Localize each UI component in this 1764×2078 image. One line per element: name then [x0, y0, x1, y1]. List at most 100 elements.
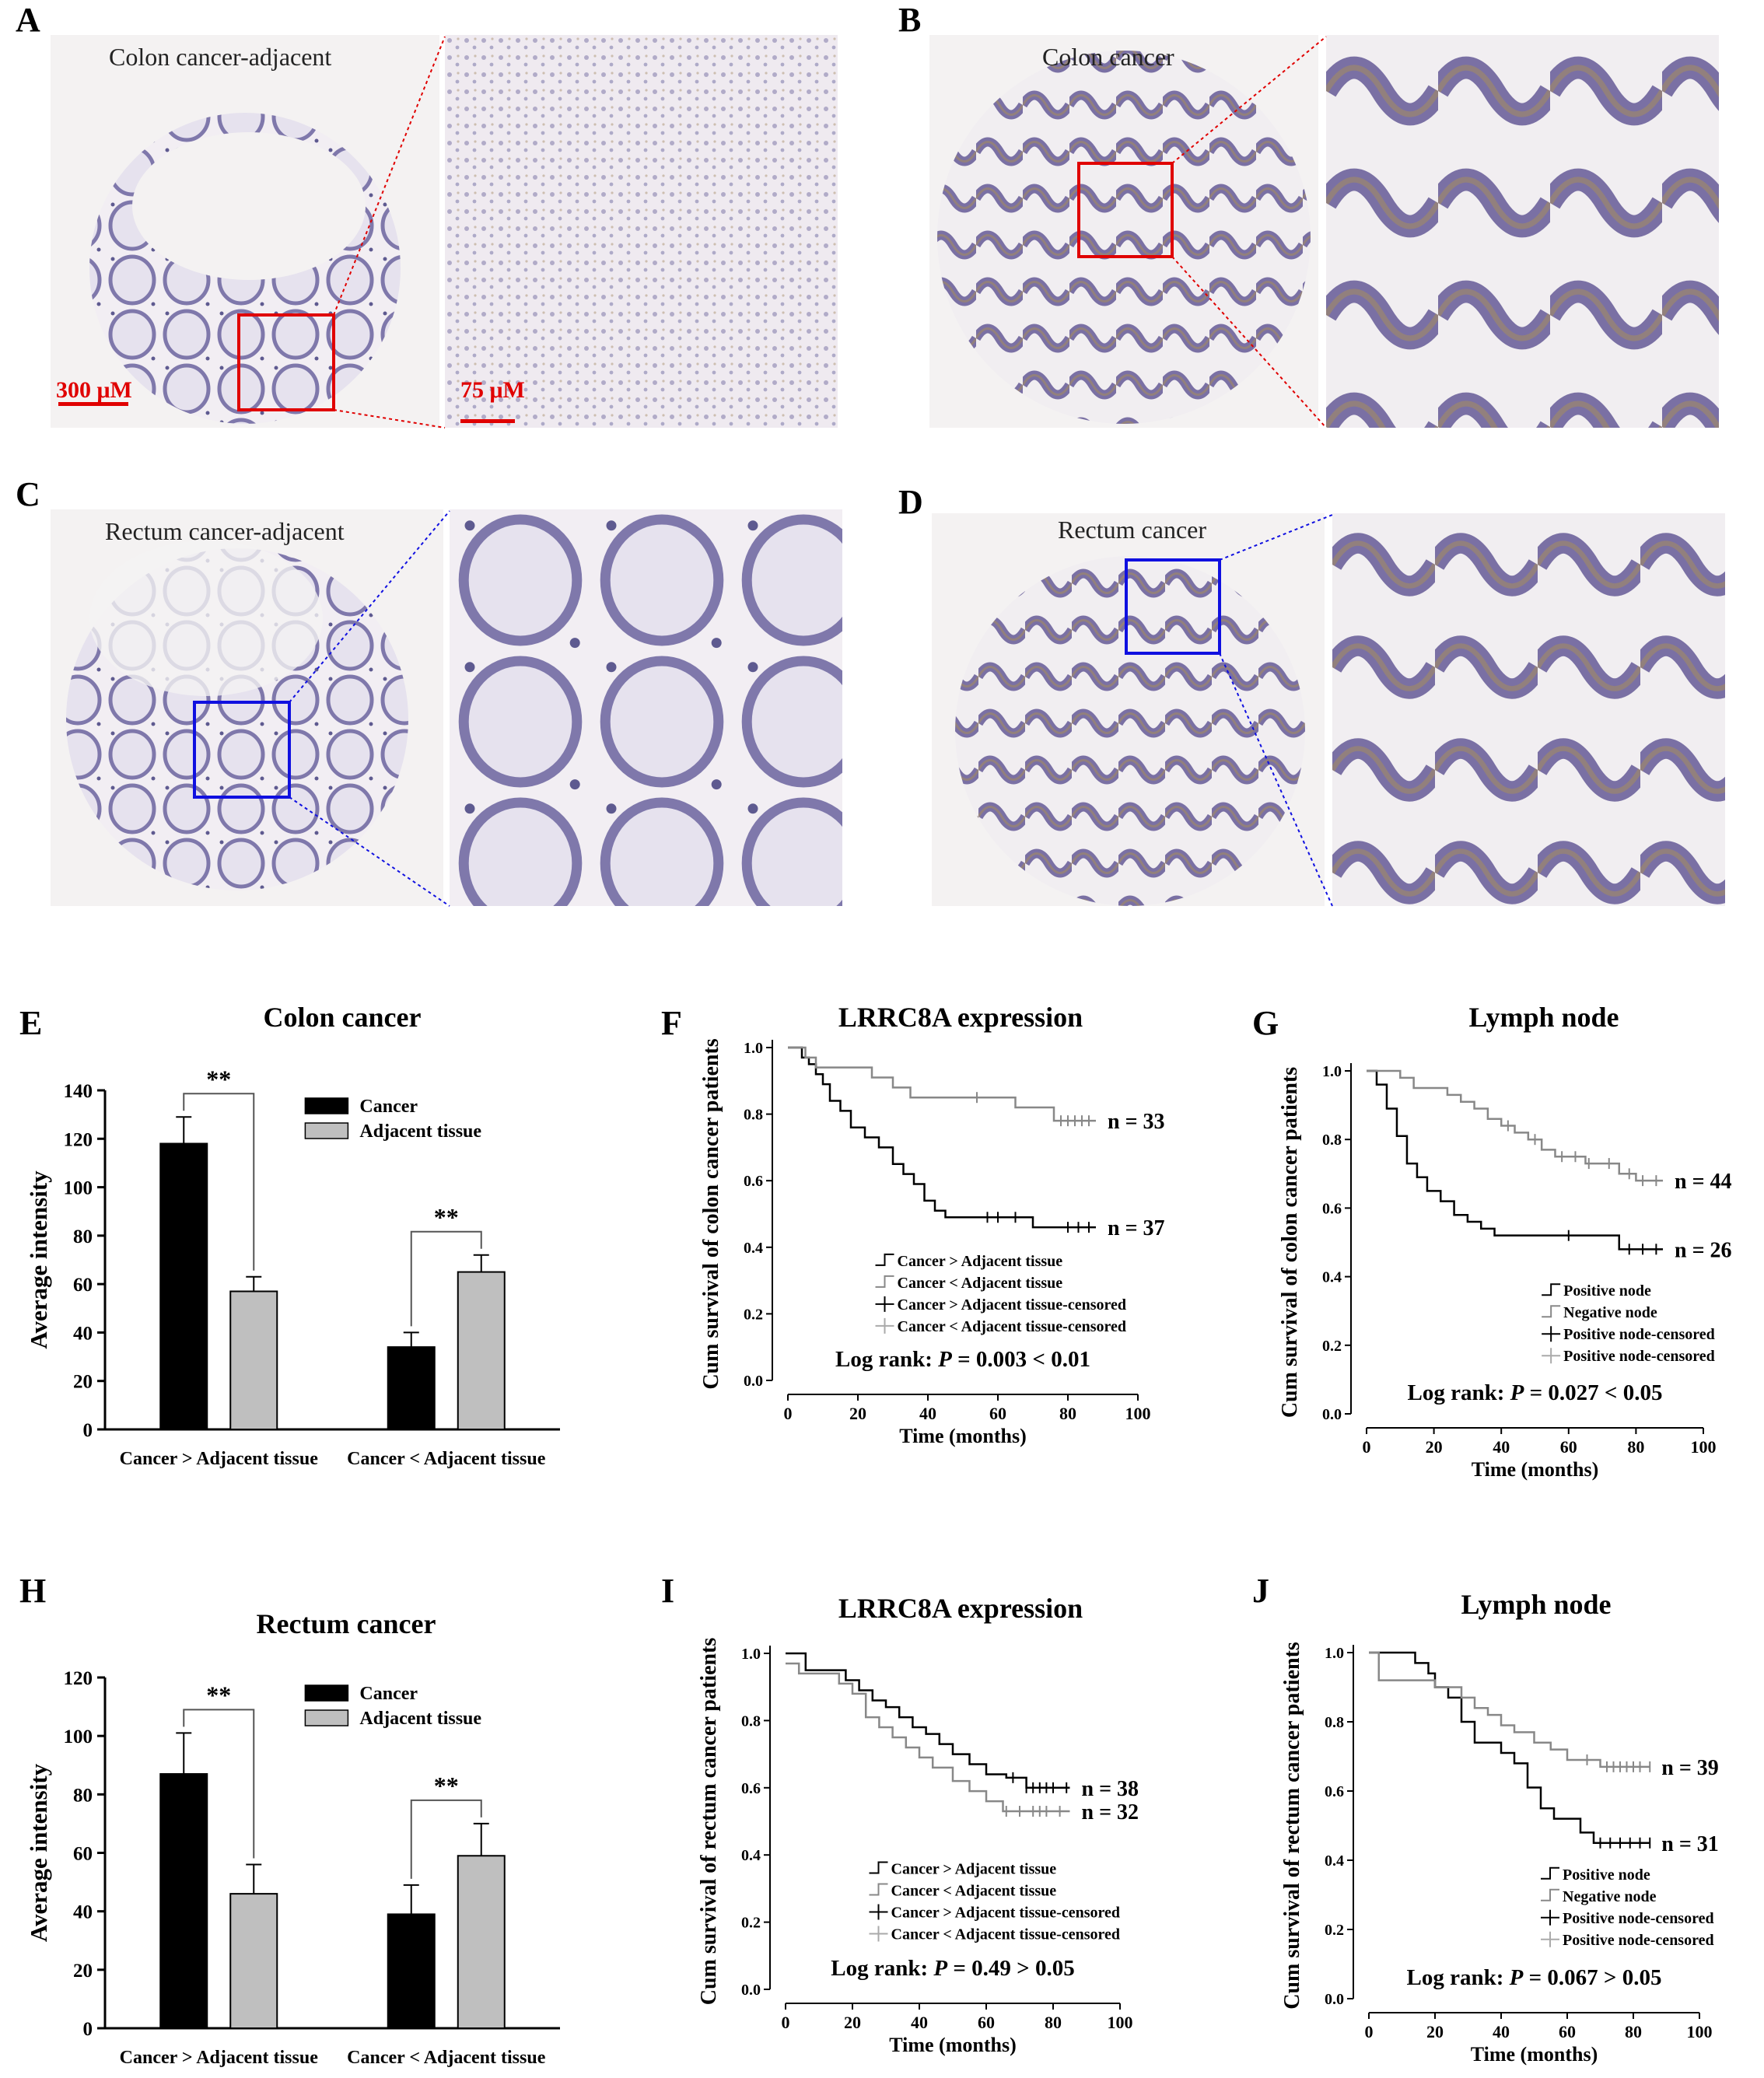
x-tick-label: 60 — [978, 2013, 995, 2032]
panel-label-h: H — [19, 1572, 46, 1610]
y-tick-label: 0.2 — [1325, 1922, 1344, 1939]
chart-i: I LRRC8A expression 0.0 0.2 0.4 0.6 0.8 1.0 0 20 4… — [661, 1572, 1139, 2056]
survival-curve — [788, 1046, 1096, 1122]
zoom-box-c — [193, 701, 291, 799]
bar — [229, 1290, 278, 1430]
chart-title: LRRC8A expression — [838, 1002, 1083, 1033]
scale-bar-a-zoom — [460, 419, 515, 423]
zoom-box-d — [1125, 558, 1221, 655]
bar — [159, 1142, 208, 1430]
chart-f: F LRRC8A expression 0.0 0.2 0.4 0.6 0.8 1.0 0 20 4… — [661, 1002, 1165, 1447]
legend-label: Cancer < Adjacent tissue-censored — [891, 1926, 1121, 1943]
legend-censor-swatch — [869, 1904, 888, 1920]
x-tick-label: 20 — [844, 2013, 861, 2032]
n-label: n = 31 — [1661, 1832, 1719, 1856]
x-tick-label: 40 — [919, 1404, 936, 1423]
y-tick-label: 0.8 — [744, 1107, 763, 1124]
panel-label-g: G — [1252, 1004, 1279, 1042]
significance-bracket — [183, 1709, 255, 1859]
y-tick-label: 0.4 — [744, 1240, 763, 1257]
significance-mark: ** — [434, 1203, 459, 1231]
legend-censor-swatch — [1541, 1909, 1559, 1926]
y-axis-label: Average intensity — [25, 1170, 52, 1349]
legend-label: Cancer > Adjacent tissue-censored — [891, 1904, 1121, 1921]
legend-label: Positive node — [1563, 1282, 1651, 1300]
log-rank-annotation: Log rank: P = 0.49 > 0.05 — [831, 1956, 1074, 1981]
legend-line-swatch — [869, 1861, 888, 1874]
x-tick-label: 0 — [1365, 2022, 1374, 2041]
x-tick-label: 80 — [1627, 1437, 1644, 1457]
chart-g: G Lymph node 0.0 0.2 0.4 0.6 0.8 1.0 0 20 40 60 80 10… — [1252, 1002, 1732, 1481]
x-tick-label: 60 — [989, 1404, 1006, 1423]
bar — [159, 1773, 208, 2029]
legend-label: Cancer < Adjacent tissue-censored — [898, 1318, 1127, 1335]
chart-e: E Colon cancer 0 20 40 60 80 100 120 140 Average i… — [19, 1002, 560, 1469]
y-tick-label: 0.2 — [744, 1306, 763, 1323]
n-label: n = 33 — [1108, 1110, 1165, 1134]
legend-label: Positive node-censored — [1563, 1326, 1715, 1343]
x-tick-label: 80 — [1625, 2022, 1642, 2041]
micrograph-c-zoom — [450, 509, 842, 906]
legend-label: Positive node-censored — [1563, 1348, 1715, 1365]
scale-label-a-main: 300 μM — [56, 377, 132, 403]
legend-swatch — [304, 1097, 349, 1114]
bar — [457, 1855, 506, 2029]
y-tick-label: 100 — [64, 1726, 93, 1747]
log-rank-annotation: Log rank: P = 0.027 < 0.05 — [1408, 1380, 1663, 1405]
y-tick-label: 100 — [64, 1178, 93, 1199]
scale-label-a-zoom: 75 μM — [460, 377, 525, 403]
panel-a-title: Colon cancer-adjacent — [109, 43, 332, 71]
legend-label: Cancer — [359, 1097, 418, 1117]
legend-label: Cancer > Adjacent tissue-censored — [898, 1296, 1127, 1314]
legend-label: Positive node-censored — [1563, 1932, 1714, 1949]
y-axis-label: Cum survival of rectum cancer patients — [697, 1638, 721, 2006]
x-tick-label: 40 — [1493, 1437, 1510, 1457]
y-tick-label: 0 — [83, 2019, 93, 2040]
y-tick-label: 40 — [73, 1902, 93, 1923]
x-axis-label: Time (months) — [899, 1425, 1026, 1447]
panel-label-j: J — [1252, 1572, 1269, 1610]
survival-curve — [786, 1662, 1070, 1813]
significance-mark: ** — [434, 1772, 459, 1800]
legend-line-swatch — [875, 1275, 894, 1288]
chart-title: Lymph node — [1468, 1002, 1619, 1033]
y-tick-label: 1.0 — [741, 1646, 761, 1663]
y-tick-label: 0.2 — [741, 1915, 761, 1932]
x-category-label: Cancer < Adjacent tissue — [347, 1449, 546, 1469]
legend-line-swatch — [1542, 1305, 1561, 1318]
x-category-label: Cancer < Adjacent tissue — [347, 2048, 546, 2068]
survival-curve — [788, 1046, 1096, 1229]
y-axis-label: Average intensity — [25, 1763, 52, 1942]
panel-label-c: C — [16, 475, 40, 513]
legend-line-swatch — [1541, 1888, 1559, 1901]
bar — [229, 1893, 278, 2030]
x-tick-label: 40 — [1493, 2022, 1510, 2041]
y-tick-label: 0.4 — [1325, 1852, 1344, 1870]
significance-mark: ** — [206, 1065, 231, 1093]
legend-censor-swatch — [1542, 1326, 1561, 1342]
legend-line-swatch — [1541, 1866, 1559, 1880]
legend-line-swatch — [875, 1253, 894, 1266]
survival-curve — [1367, 1069, 1664, 1251]
x-axis-label: Time (months) — [1471, 2043, 1598, 2066]
micrograph-b-zoom — [1326, 35, 1719, 428]
x-tick-label: 100 — [1687, 2022, 1713, 2041]
legend-label: Cancer < Adjacent tissue — [891, 1882, 1057, 1899]
legend-label: Positive node — [1563, 1866, 1650, 1884]
y-tick-label: 0.6 — [1325, 1783, 1344, 1800]
y-tick-label: 120 — [64, 1129, 93, 1150]
legend-label: Adjacent tissue — [359, 1709, 481, 1729]
chart-h: H Rectum cancer 0 20 40 60 80 100 120 Average int… — [19, 1572, 560, 2068]
log-rank-annotation: Log rank: P = 0.067 > 0.05 — [1407, 1965, 1662, 1990]
legend-censor-swatch — [875, 1296, 894, 1312]
y-tick-label: 20 — [73, 1372, 93, 1393]
legend-label: Negative node — [1563, 1304, 1657, 1321]
zoom-box-b — [1077, 162, 1174, 258]
survival-curve — [786, 1652, 1070, 1789]
legend-line-swatch — [1542, 1283, 1561, 1296]
panel-label-d: D — [898, 483, 923, 521]
legend-swatch — [304, 1122, 349, 1139]
chart-title: Lymph node — [1461, 1589, 1611, 1620]
y-tick-label: 60 — [73, 1844, 93, 1865]
x-category-label: Cancer > Adjacent tissue — [120, 2048, 319, 2068]
